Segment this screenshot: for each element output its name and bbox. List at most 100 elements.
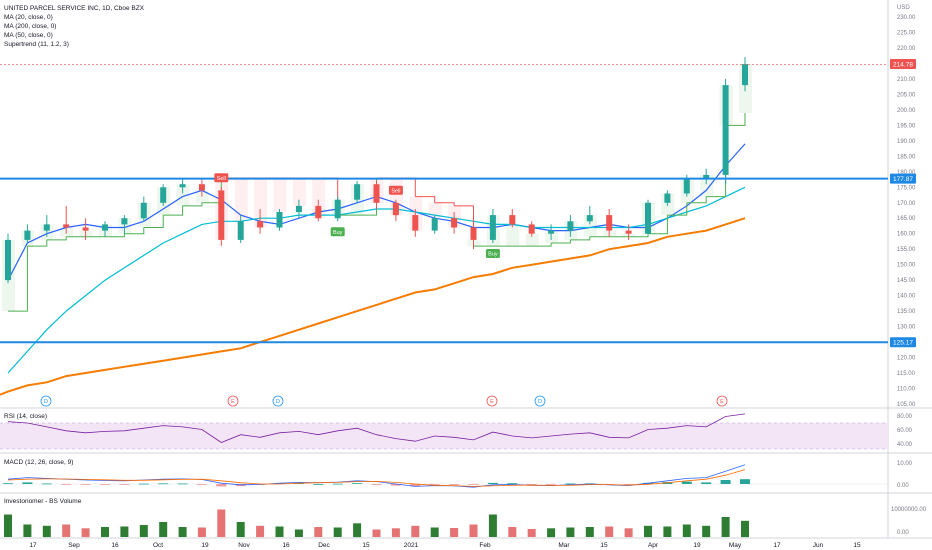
candle-body bbox=[431, 218, 438, 231]
volume-bar bbox=[372, 529, 381, 537]
candle-body bbox=[470, 227, 477, 240]
volume-bar bbox=[62, 524, 71, 537]
macd-histogram-bar bbox=[410, 484, 421, 487]
volume-bar bbox=[256, 525, 265, 538]
supertrend-fill-segment bbox=[525, 233, 539, 247]
candle-body bbox=[295, 205, 302, 213]
supertrend-segment bbox=[27, 239, 48, 247]
currency-label: USD bbox=[897, 5, 910, 11]
supertrend-segment bbox=[628, 233, 649, 238]
indicator-ma20-label: MA (20, close, 0) bbox=[4, 14, 53, 21]
macd-histogram-bar bbox=[158, 483, 169, 485]
sell-signal-label: Sell bbox=[217, 176, 226, 182]
volume-bar bbox=[42, 525, 51, 538]
macd-histogram-bar bbox=[507, 483, 518, 484]
supertrend-segment bbox=[105, 233, 125, 238]
candle-body bbox=[645, 202, 651, 234]
supertrend-segment bbox=[551, 239, 571, 244]
macd-histogram-bar bbox=[449, 484, 460, 485]
candle-body bbox=[722, 85, 729, 175]
supertrend-segment bbox=[182, 202, 203, 207]
supertrend-segment bbox=[686, 196, 707, 204]
supertrend-fill-segment bbox=[292, 178, 306, 206]
supertrend-fill-segment bbox=[234, 178, 248, 222]
resistance-value: 177.87 bbox=[893, 176, 913, 183]
supertrend-segment bbox=[124, 227, 145, 235]
chart-legend[interactable]: UNITED PARCEL SERVICE INC, 1D, Cboe BZX … bbox=[4, 5, 145, 48]
macd-pane[interactable] bbox=[0, 464, 888, 488]
candle-body bbox=[392, 202, 399, 216]
time-tick-label: Apr bbox=[648, 542, 659, 549]
rsi-pane[interactable] bbox=[7, 413, 746, 443]
support-tag: 125.17 bbox=[890, 337, 916, 348]
time-tick-label: 15 bbox=[853, 542, 861, 549]
candle-body bbox=[489, 215, 496, 240]
time-tick-label: 2021 bbox=[404, 542, 419, 549]
candle-body bbox=[606, 215, 613, 231]
volume-bar bbox=[469, 524, 478, 537]
price-tick-label: 115.00 bbox=[897, 371, 916, 377]
buy-signal-badge bbox=[485, 249, 500, 258]
price-pane[interactable] bbox=[0, 0, 888, 408]
volume-bar bbox=[585, 527, 594, 537]
buy-signal-label: Buy bbox=[488, 252, 498, 258]
supertrend-segment bbox=[570, 236, 591, 241]
time-tick-label: 17 bbox=[773, 542, 781, 549]
macd-histogram-bar bbox=[720, 480, 731, 484]
candle-body bbox=[315, 205, 322, 219]
price-tick-label: 210.00 bbox=[897, 77, 916, 83]
macd-title: MACD (12, 26, close, 9) bbox=[4, 459, 73, 466]
candle-body bbox=[140, 202, 147, 219]
macd-histogram-bar bbox=[138, 483, 149, 485]
time-tick-label: 15 bbox=[600, 542, 608, 549]
volume-bar bbox=[101, 527, 109, 537]
volume-pane[interactable] bbox=[4, 509, 749, 538]
earnings-marker bbox=[486, 395, 498, 407]
price-tick-label: 120.00 bbox=[897, 356, 916, 362]
candle-body bbox=[528, 224, 535, 234]
time-tick-label: Feb bbox=[479, 542, 491, 549]
candle-body bbox=[82, 227, 89, 231]
price-tick-label: 155.00 bbox=[897, 247, 916, 253]
macd-histogram-bar bbox=[61, 484, 72, 485]
event-marker-label: E bbox=[490, 399, 494, 405]
macd-tick-10: 10.00 bbox=[897, 461, 913, 467]
macd-histogram-bar bbox=[3, 483, 13, 484]
candle-body bbox=[237, 221, 244, 240]
volume-bar bbox=[333, 527, 342, 537]
support-value: 125.17 bbox=[893, 340, 913, 347]
macd-histogram-bar bbox=[701, 482, 712, 484]
sell-signal-badge bbox=[388, 185, 403, 195]
volume-bar bbox=[197, 527, 206, 537]
ma200-extension bbox=[0, 390, 9, 396]
supertrend-fill-segment bbox=[176, 184, 190, 206]
rsi-tick-80: 80.00 bbox=[897, 414, 913, 420]
rsi-title: RSI (14, close) bbox=[4, 413, 47, 420]
time-axis[interactable]: 17 Sep 16 Oct 19 Nov 16 Dec 15 2021 Feb Mar 15 Apr 19 M… bbox=[29, 542, 861, 549]
candle-body bbox=[276, 212, 283, 228]
last-price-tag-bg bbox=[890, 59, 916, 69]
price-tick-label: 150.00 bbox=[897, 263, 916, 269]
volume-bar bbox=[547, 528, 556, 538]
supertrend-segment bbox=[434, 202, 455, 206]
price-tick-label: 130.00 bbox=[897, 325, 916, 331]
price-tick-label: 140.00 bbox=[897, 294, 916, 300]
supertrend-fill-segment bbox=[273, 178, 287, 213]
price-tick-label: 185.00 bbox=[897, 154, 916, 160]
macd-tick-0: 0.00 bbox=[897, 483, 909, 489]
supertrend-segment bbox=[143, 215, 164, 228]
price-axis[interactable]: 230.00225.00220.00215.00210.00205.00200.… bbox=[897, 15, 916, 408]
supertrend-segment bbox=[163, 205, 184, 216]
time-tick-label: Jun bbox=[813, 542, 824, 549]
macd-histogram-bar bbox=[390, 484, 401, 486]
supertrend-fill-segment bbox=[254, 178, 268, 228]
symbol-title: UNITED PARCEL SERVICE INC, 1D, Cboe BZX bbox=[4, 5, 145, 12]
candle-body bbox=[625, 230, 632, 234]
macd-histogram-bar bbox=[740, 479, 750, 484]
supertrend-segment bbox=[46, 236, 67, 241]
rsi-line bbox=[7, 413, 746, 443]
volume-bar bbox=[4, 514, 12, 537]
macd-histogram-bar bbox=[371, 484, 382, 485]
